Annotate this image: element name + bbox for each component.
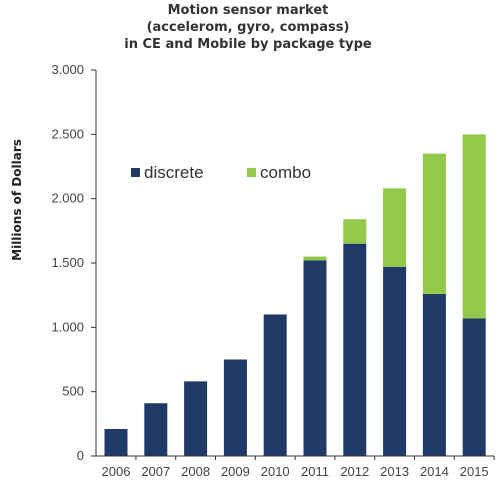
bar-combo-2015 — [462, 134, 486, 319]
bar-discrete-2009 — [223, 359, 247, 456]
bars — [104, 134, 486, 456]
chart-title-line-2: (accelerom, gyro, compass) — [146, 20, 350, 35]
x-tick-label: 2009 — [221, 464, 250, 479]
bar-discrete-2008 — [184, 381, 208, 456]
bar-discrete-2006 — [104, 428, 128, 456]
legend-swatch-combo — [247, 168, 256, 177]
y-tick-label: 0 — [77, 448, 84, 463]
chart-title-line-3: in CE and Mobile by package type — [124, 37, 372, 52]
x-tick-label: 2013 — [380, 464, 409, 479]
x-tick-label: 2006 — [102, 464, 131, 479]
bar-combo-2014 — [422, 153, 446, 294]
y-axis-ticks: 0 500 1.000 1.500 2.000 2.500 3.000 — [51, 62, 96, 463]
bar-combo-2011 — [303, 256, 327, 261]
bar-discrete-2014 — [422, 293, 446, 456]
y-tick-label: 1.000 — [51, 319, 84, 334]
legend-swatch-discrete — [131, 168, 140, 177]
bar-discrete-2007 — [144, 403, 168, 456]
bar-discrete-2011 — [303, 260, 327, 456]
legend-label-discrete: discrete — [144, 163, 204, 182]
x-tick-label: 2015 — [460, 464, 489, 479]
bar-combo-2012 — [343, 219, 367, 244]
x-tick-label: 2008 — [181, 464, 210, 479]
x-tick-label: 2010 — [261, 464, 290, 479]
y-tick-label: 1.500 — [51, 255, 84, 270]
y-tick-label: 500 — [62, 384, 84, 399]
chart-title-line-1: Motion sensor market — [167, 3, 329, 18]
x-tick-label: 2012 — [340, 464, 369, 479]
bar-discrete-2013 — [383, 266, 407, 456]
y-tick-label: 2.000 — [51, 191, 84, 206]
x-tick-label: 2014 — [420, 464, 449, 479]
y-tick-label: 3.000 — [51, 62, 84, 77]
x-tick-label: 2007 — [141, 464, 170, 479]
x-axis-ticks: 2006 2007 2008 2009 2010 2011 2012 2013 2014 2015 — [102, 456, 495, 479]
bar-combo-2013 — [383, 188, 407, 267]
y-tick-label: 2.500 — [51, 126, 84, 141]
y-axis-label: Millions of Dollars — [10, 139, 24, 261]
x-tick-label: 2011 — [301, 464, 329, 479]
legend: discrete combo — [131, 163, 311, 182]
bar-discrete-2015 — [462, 318, 486, 456]
bar-discrete-2010 — [263, 314, 287, 456]
chart-title: Motion sensor market (accelerom, gyro, c… — [0, 2, 496, 53]
bar-discrete-2012 — [343, 243, 367, 456]
legend-label-combo: combo — [260, 163, 311, 182]
